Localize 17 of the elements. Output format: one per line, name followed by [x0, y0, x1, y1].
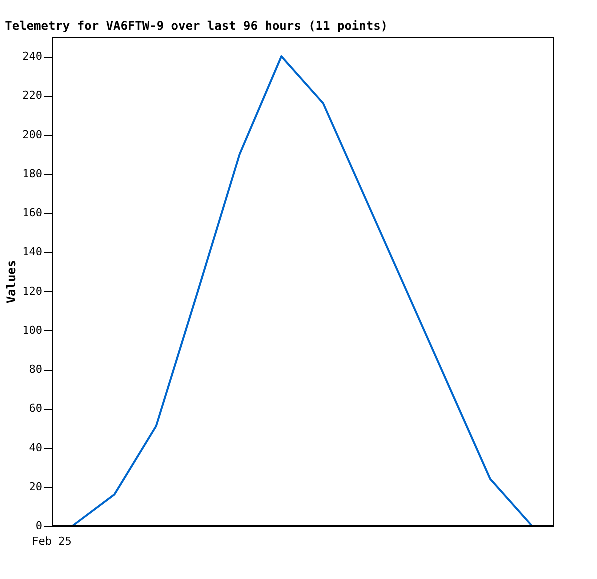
y-tick-label: 180	[22, 167, 42, 180]
y-tick-label: 160	[22, 206, 42, 220]
y-tick-label: 100	[22, 324, 42, 337]
y-tick-label: 200	[22, 128, 42, 142]
y-tick-label: 120	[22, 284, 42, 298]
y-tick-label: 80	[29, 363, 42, 376]
line-series	[72, 56, 534, 527]
y-tick-label: 220	[22, 89, 42, 102]
y-tick-label: 0	[36, 520, 42, 532]
y-tick-label: 60	[29, 402, 42, 416]
y-tick-label: 20	[29, 480, 42, 494]
text: Feb 25	[32, 535, 72, 548]
y-tick-label: 240	[22, 50, 42, 64]
y-tick-label: 140	[22, 246, 42, 259]
y-tick-label: 40	[29, 441, 42, 454]
y-axis-title: Values	[4, 260, 19, 304]
chart-title: Telemetry for VA6FTW-9 over last 96 hours (11 points)	[5, 19, 388, 33]
